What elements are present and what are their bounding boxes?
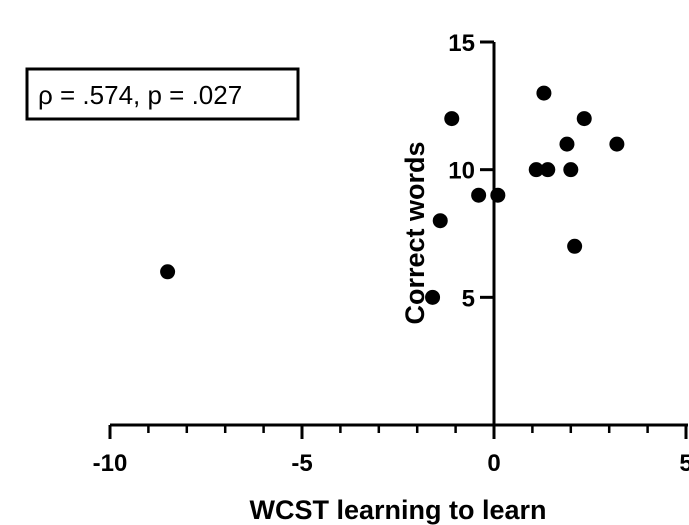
data-point — [567, 238, 583, 254]
y-tick-label: 15 — [448, 30, 475, 57]
annotation-box — [25, 67, 300, 121]
data-point — [536, 85, 552, 101]
x-tick-label: 0 — [487, 450, 500, 477]
data-point — [160, 264, 176, 280]
data-point — [563, 162, 579, 178]
data-point — [490, 187, 506, 203]
x-axis-title: WCST learning to learn — [249, 495, 546, 525]
y-tick-label: 10 — [448, 158, 475, 185]
stats-annotation: ρ = .574, p = .027 — [25, 67, 300, 121]
annotation-text: ρ = .574, p = .027 — [38, 80, 242, 110]
data-point — [432, 213, 448, 229]
x-tick-label: 5 — [679, 450, 689, 477]
axes: -10 -5 0 5 5 10 15 — [93, 30, 689, 477]
y-tick-label: 5 — [462, 285, 475, 312]
data-point — [471, 187, 487, 203]
x-tick-label: -5 — [291, 450, 312, 477]
data-point — [444, 111, 460, 127]
data-point — [609, 136, 625, 152]
data-point — [576, 111, 592, 127]
data-point — [528, 162, 544, 178]
data-points — [160, 85, 625, 305]
y-axis-title: Correct words — [400, 141, 430, 324]
data-point — [425, 289, 441, 305]
x-tick-label: -10 — [93, 450, 128, 477]
data-point — [540, 162, 556, 178]
data-point — [559, 136, 575, 152]
